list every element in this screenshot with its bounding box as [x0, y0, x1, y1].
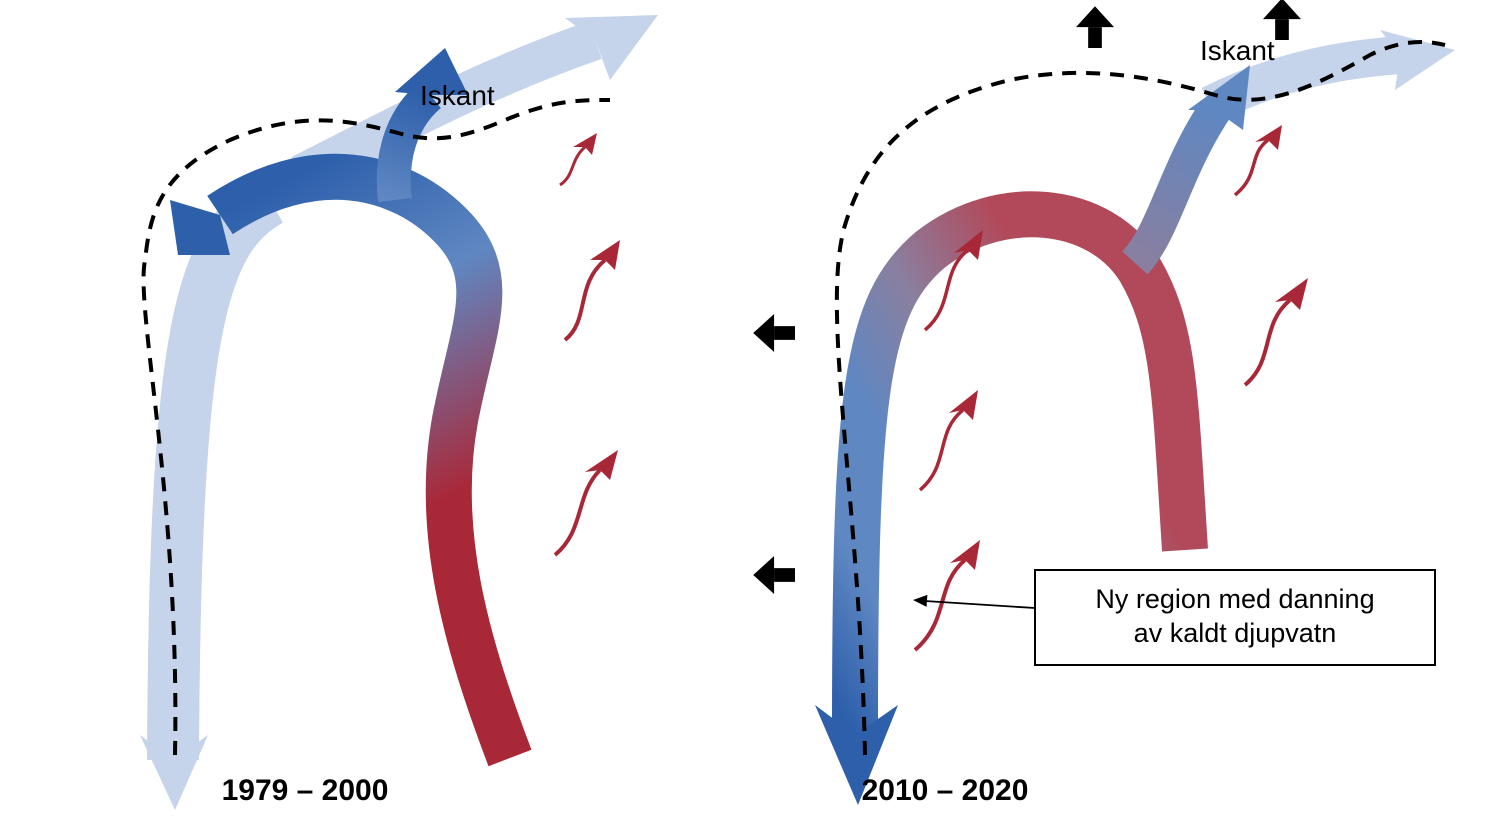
heat-loss-arrows-left: [555, 133, 620, 555]
cold-return-arrow: [173, 200, 270, 760]
heat-arrowhead: [1275, 278, 1308, 310]
main-current-arrow: [220, 177, 510, 758]
annotation-text-line1: Ny region med danning: [1095, 584, 1374, 614]
heat-arrowhead: [950, 540, 980, 570]
annotation: Ny region med danning av kaldt djupvatn: [913, 570, 1435, 665]
panel-2010-2020: Ny region med danning av kaldt djupvatn …: [753, 0, 1455, 807]
heat-arrow: [1235, 140, 1268, 195]
annotation-pointer-head: [913, 595, 927, 607]
heat-arrow: [1245, 300, 1290, 385]
iskant-label-left: Iskant: [420, 80, 495, 111]
heat-arrow: [555, 470, 600, 555]
heat-arrow: [560, 147, 585, 185]
panel-1979-2000: Iskant 1979 – 2000: [140, 15, 658, 810]
branch-arrow-right: [1135, 110, 1215, 263]
retreat-arrow: [1076, 6, 1114, 48]
heat-arrowhead: [573, 133, 597, 155]
heat-arrowhead: [590, 240, 620, 270]
heat-arrowhead: [585, 450, 618, 480]
iskant-label-right: Iskant: [1200, 35, 1275, 66]
diagram-canvas: Iskant 1979 – 2000 Ny region med danning…: [0, 0, 1501, 838]
heat-arrow: [565, 260, 605, 340]
caption-left: 1979 – 2000: [222, 774, 389, 807]
annotation-text-line2: av kaldt djupvatn: [1134, 618, 1337, 648]
caption-right: 2010 – 2020: [862, 774, 1029, 807]
retreat-arrow: [753, 314, 795, 352]
retreat-arrow: [1263, 0, 1301, 40]
heat-arrow: [920, 410, 963, 490]
retreat-arrow: [753, 556, 795, 594]
heat-arrowhead: [1255, 125, 1282, 150]
heat-arrowhead: [949, 390, 978, 420]
heat-arrow: [915, 560, 965, 650]
